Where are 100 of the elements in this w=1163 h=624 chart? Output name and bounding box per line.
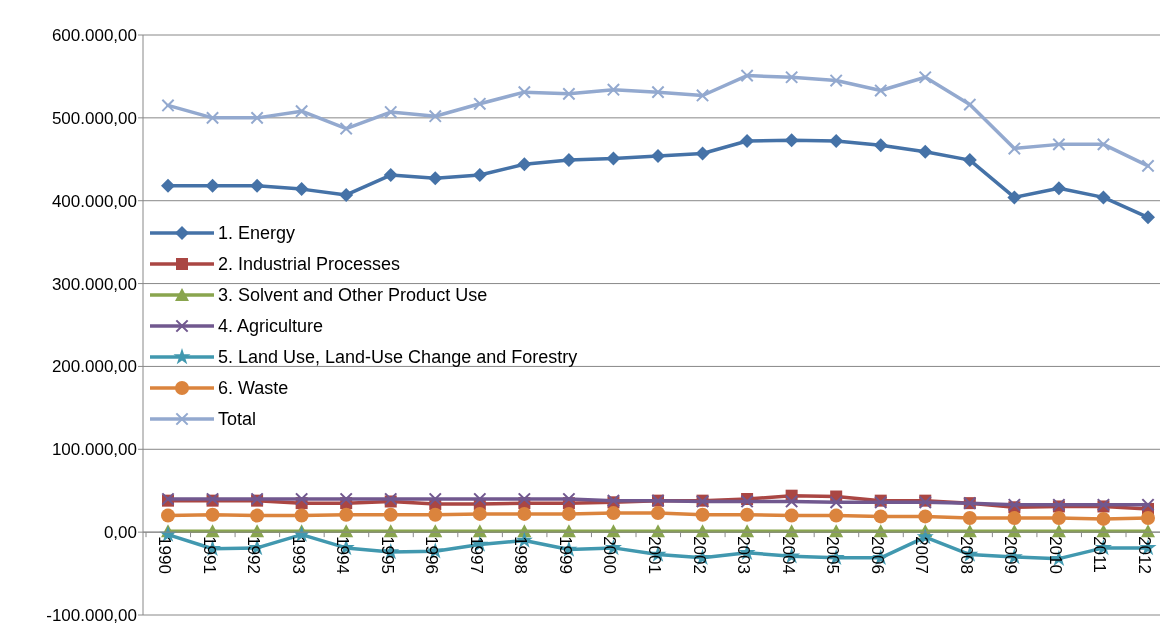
point xyxy=(651,85,665,99)
legend-label: 3. Solvent and Other Product Use xyxy=(218,285,488,306)
x-tick-label: 2012 xyxy=(1135,536,1154,574)
x-tick-label: 1995 xyxy=(377,536,397,574)
x-tick-label: 2004 xyxy=(778,536,798,574)
point xyxy=(606,151,621,166)
point xyxy=(696,89,709,102)
point xyxy=(873,509,888,524)
x-tick-label: 2003 xyxy=(734,536,754,574)
point xyxy=(428,492,442,506)
y-tick-label: 500.000,00 xyxy=(51,108,137,128)
point xyxy=(1051,511,1066,526)
x-tick-label: 2010 xyxy=(1045,536,1065,574)
point xyxy=(829,508,844,523)
point xyxy=(295,492,308,506)
x-tick-label: 1990 xyxy=(155,536,174,574)
point xyxy=(161,508,175,523)
x-tick-label: 1998 xyxy=(511,536,531,574)
legend-label: 1. Energy xyxy=(218,223,296,244)
point xyxy=(918,509,933,524)
x-tick-label: 2005 xyxy=(823,536,843,574)
point xyxy=(517,157,532,172)
point xyxy=(606,506,621,521)
point xyxy=(784,508,799,523)
x-tick-label: 1996 xyxy=(422,536,442,574)
point xyxy=(562,492,576,506)
point xyxy=(561,506,576,521)
point xyxy=(294,182,309,197)
x-tick-label: 1992 xyxy=(244,536,264,574)
point xyxy=(740,134,755,149)
x-tick-label: 2000 xyxy=(600,536,620,574)
point xyxy=(472,168,487,183)
legend-label: 2. Industrial Processes xyxy=(218,254,401,275)
point xyxy=(963,98,977,111)
point xyxy=(918,144,933,159)
y-tick-label: 600.000,00 xyxy=(51,25,137,45)
point xyxy=(1141,159,1155,173)
point xyxy=(295,104,308,118)
point xyxy=(1051,181,1066,196)
x-tick-label: 2009 xyxy=(1001,536,1021,574)
point xyxy=(785,70,798,84)
x-tick-label: 2002 xyxy=(689,536,709,574)
x-tick-label: 1991 xyxy=(199,536,219,574)
x-tick-label: 1997 xyxy=(466,536,486,574)
x-tick-label: 1994 xyxy=(333,536,353,574)
point xyxy=(161,178,175,193)
point xyxy=(1096,511,1111,526)
point xyxy=(250,508,265,523)
point xyxy=(829,134,844,149)
point xyxy=(740,507,755,522)
x-tick-label: 2008 xyxy=(956,536,976,574)
point xyxy=(339,492,353,506)
legend-label: 4. Agriculture xyxy=(218,316,324,337)
point xyxy=(785,495,798,508)
point xyxy=(473,492,487,506)
y-tick-label: 200.000,00 xyxy=(51,357,137,377)
y-tick-label: -100.000,00 xyxy=(46,605,137,624)
point xyxy=(383,168,398,183)
point xyxy=(784,133,799,148)
point xyxy=(294,508,309,523)
point xyxy=(1141,498,1155,512)
point xyxy=(205,507,220,522)
point xyxy=(206,111,219,125)
x-tick-label: 2006 xyxy=(867,536,887,574)
point xyxy=(962,153,977,168)
y-tick-label: 300.000,00 xyxy=(51,274,137,294)
point xyxy=(339,187,354,202)
point xyxy=(607,83,620,97)
point xyxy=(651,506,665,521)
point xyxy=(428,507,443,522)
point xyxy=(1008,142,1021,155)
x-tick-label: 1999 xyxy=(555,536,575,574)
point xyxy=(339,507,354,522)
point xyxy=(1097,138,1110,151)
point xyxy=(651,148,665,163)
point xyxy=(517,506,532,521)
point xyxy=(562,87,576,101)
point xyxy=(1007,511,1022,526)
y-tick-label: 100.000,00 xyxy=(51,440,137,460)
point xyxy=(1007,190,1022,205)
point xyxy=(695,146,710,161)
point xyxy=(383,507,398,522)
point xyxy=(695,507,710,522)
point xyxy=(873,138,888,153)
legend-label: 5. Land Use, Land-Use Change and Forestry xyxy=(218,347,578,368)
point xyxy=(829,74,843,87)
legend-label: 6. Waste xyxy=(218,378,289,399)
point xyxy=(384,105,398,119)
point xyxy=(561,153,576,168)
point xyxy=(472,506,487,521)
x-tick-label: 2001 xyxy=(645,536,664,574)
x-tick-label: 2007 xyxy=(912,536,932,574)
point xyxy=(1141,511,1155,526)
point xyxy=(1096,190,1111,205)
x-tick-label: 1993 xyxy=(288,536,308,574)
point xyxy=(250,111,264,125)
y-tick-label: 0,00 xyxy=(103,523,137,543)
legend-label: Total xyxy=(218,409,257,430)
point xyxy=(1141,210,1155,225)
point xyxy=(874,84,888,97)
